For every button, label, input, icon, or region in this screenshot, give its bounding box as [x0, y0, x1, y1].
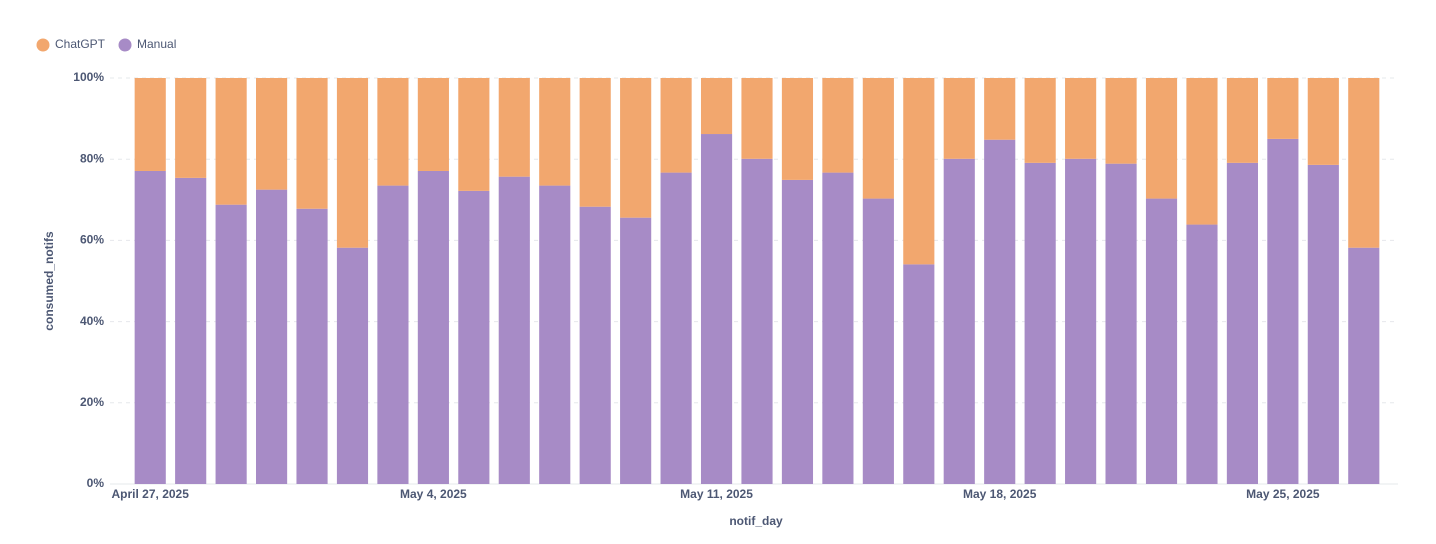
y-axis-label: consumed_notifs [42, 231, 56, 331]
bar-segment [1267, 138, 1299, 484]
bar-segment [700, 78, 733, 135]
bar-segment [862, 198, 894, 484]
bar-segment [175, 177, 207, 484]
bar-segment [1348, 78, 1380, 248]
bar-segment [417, 78, 449, 171]
bar-segment [903, 264, 935, 484]
bar-segment [579, 206, 611, 484]
bar-segment [417, 170, 449, 484]
bar-segment [781, 78, 814, 180]
y-tick-label: 60% [80, 233, 104, 247]
x-tick-label: May 18, 2025 [963, 487, 1037, 501]
bar-segment [215, 78, 247, 205]
bar-segment [1186, 224, 1218, 485]
bar-segment [1145, 78, 1178, 199]
bar-segment [1307, 164, 1339, 484]
bar-segment [781, 179, 814, 484]
bar-segment [336, 247, 369, 484]
legend-marker [118, 38, 132, 52]
bar-segment [539, 185, 571, 484]
bar-segment [377, 185, 409, 484]
bar-segment [943, 158, 975, 484]
x-tick-label: May 4, 2025 [400, 487, 467, 501]
bar-segment [1105, 163, 1137, 484]
legend-marker [36, 38, 50, 52]
bar-segment [498, 176, 530, 484]
bar-segment [862, 78, 894, 199]
bar-segment [539, 78, 571, 186]
bar-segment [903, 78, 935, 265]
bar-segment [256, 78, 288, 190]
bar-segment [134, 170, 166, 484]
bar-segment [660, 172, 692, 484]
bar-segment [134, 78, 166, 171]
bar-segment [660, 78, 692, 173]
bar-segment [620, 217, 652, 484]
bar-segment [984, 78, 1016, 140]
bar-segment [822, 172, 854, 484]
bar-segment [215, 204, 247, 484]
legend-label: ChatGPT [55, 37, 106, 51]
bar-segment [822, 78, 854, 173]
bar-segment [1024, 162, 1056, 484]
bar-segment [741, 78, 773, 159]
bar-segment [700, 134, 733, 484]
x-tick-label: April 27, 2025 [112, 487, 190, 501]
bar-segment [336, 78, 369, 248]
bar-segment [1024, 78, 1056, 163]
bar-segment [943, 78, 975, 159]
bar-segment [256, 189, 288, 484]
bar-segment [1105, 78, 1137, 164]
y-tick-label: 80% [80, 151, 104, 165]
bar-segment [579, 78, 611, 207]
bar-segment [984, 139, 1016, 484]
bar-segment [620, 78, 652, 218]
legend-label: Manual [137, 37, 176, 51]
y-tick-label: 100% [73, 70, 104, 84]
bar-segment [1267, 78, 1299, 139]
bar-segment [1226, 78, 1258, 163]
bar-segment [296, 78, 328, 209]
bar-segment [498, 78, 530, 177]
bar-segment [1348, 247, 1380, 484]
bar-segment [1065, 158, 1097, 484]
x-axis-label: notif_day [729, 514, 783, 528]
y-tick-label: 40% [80, 314, 104, 328]
bar-segment [1307, 78, 1339, 165]
bar-segment [1226, 162, 1258, 484]
y-tick-label: 0% [87, 476, 105, 490]
bar-segment [296, 208, 328, 484]
x-tick-label: May 25, 2025 [1246, 487, 1320, 501]
bar-segment [175, 78, 207, 178]
bar-segment [377, 78, 409, 186]
y-tick-label: 20% [80, 395, 104, 409]
bar-segment [741, 158, 773, 484]
bar-segment [1186, 78, 1218, 225]
bar-segment [458, 190, 490, 485]
bar-segment [458, 78, 490, 191]
bar-segment [1065, 78, 1097, 159]
bar-segment [1145, 198, 1178, 484]
x-tick-label: May 11, 2025 [680, 487, 753, 501]
